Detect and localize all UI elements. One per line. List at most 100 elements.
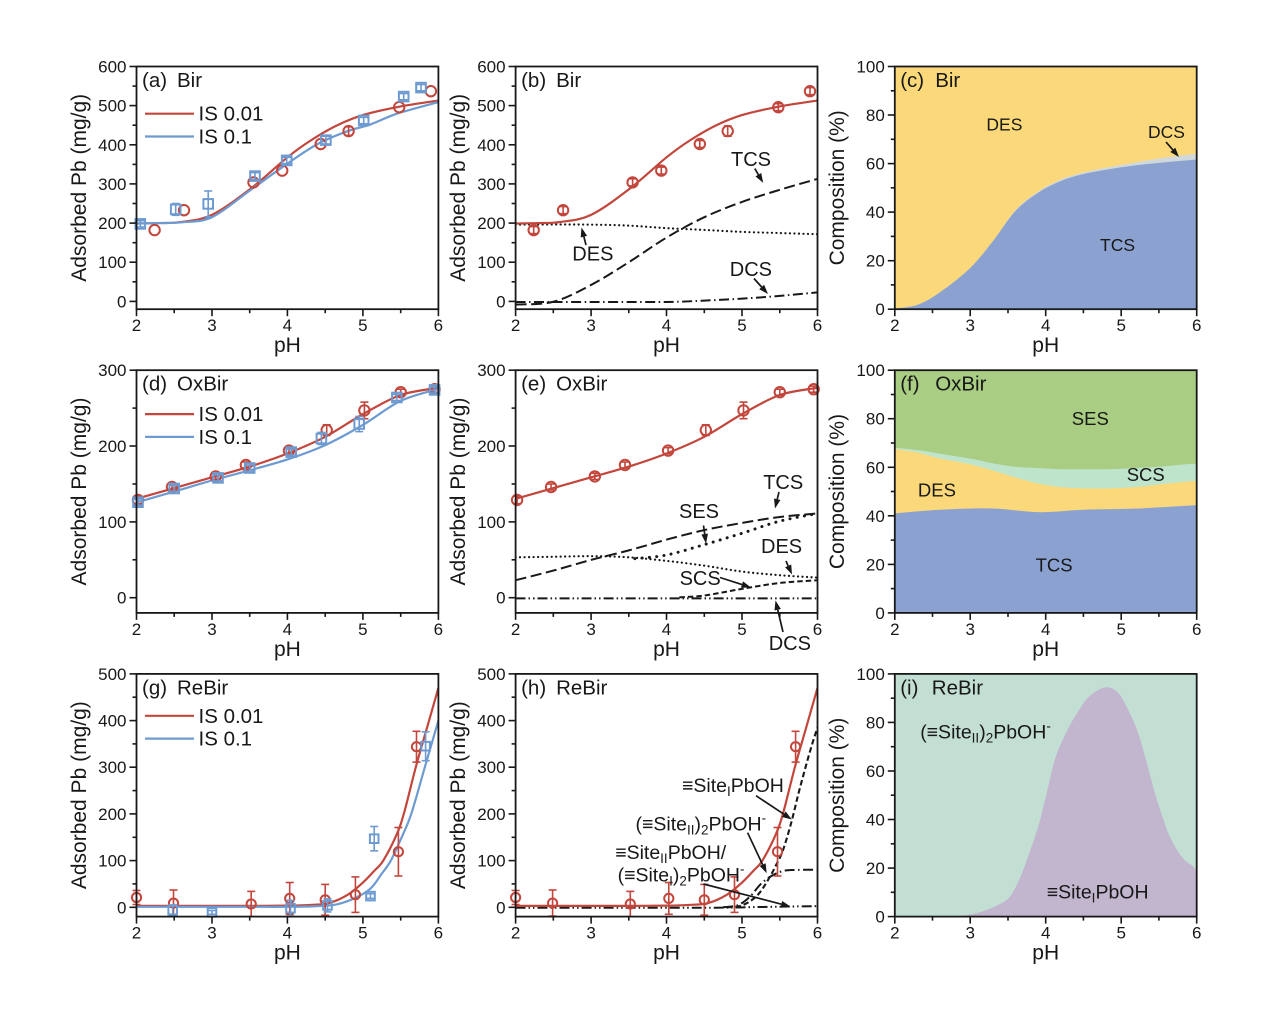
svg-text:100: 100 [856, 665, 884, 684]
svg-text:300: 300 [98, 175, 126, 194]
svg-text:pH: pH [274, 334, 301, 357]
svg-text:Bir: Bir [935, 69, 960, 92]
svg-text:60: 60 [866, 762, 885, 781]
svg-text:3: 3 [207, 316, 216, 335]
svg-text:SES: SES [1072, 408, 1109, 429]
svg-text:ReBir: ReBir [177, 676, 228, 699]
svg-text:3: 3 [586, 924, 595, 943]
svg-text:5: 5 [358, 924, 367, 943]
svg-text:2: 2 [511, 924, 520, 943]
svg-text:200: 200 [477, 805, 505, 824]
svg-text:2: 2 [890, 924, 899, 943]
svg-text:200: 200 [477, 214, 505, 233]
svg-text:6: 6 [1192, 620, 1201, 639]
svg-text:(a): (a) [142, 69, 167, 92]
svg-text:0: 0 [117, 589, 126, 608]
svg-text:6: 6 [813, 620, 822, 639]
svg-text:6: 6 [434, 620, 443, 639]
svg-text:(b): (b) [521, 69, 546, 92]
svg-text:Adsorbed Pb (mg/g): Adsorbed Pb (mg/g) [68, 701, 91, 889]
svg-text:6: 6 [434, 316, 443, 335]
svg-text:pH: pH [1032, 334, 1059, 357]
svg-text:pH: pH [653, 334, 680, 357]
svg-text:0: 0 [496, 292, 505, 311]
svg-text:SES: SES [679, 501, 719, 523]
svg-text:0: 0 [875, 604, 884, 623]
svg-text:IS 0.01: IS 0.01 [199, 705, 264, 728]
svg-text:20: 20 [866, 252, 885, 271]
svg-text:80: 80 [866, 106, 885, 125]
svg-text:60: 60 [866, 458, 885, 477]
svg-text:OxBir: OxBir [556, 373, 607, 396]
svg-text:5: 5 [737, 316, 746, 335]
svg-text:400: 400 [477, 712, 505, 731]
svg-text:20: 20 [866, 555, 885, 574]
svg-text:3: 3 [207, 620, 216, 639]
svg-text:600: 600 [477, 58, 505, 77]
svg-text:6: 6 [813, 316, 822, 335]
svg-text:2: 2 [511, 620, 520, 639]
svg-text:Composition (%): Composition (%) [826, 110, 849, 265]
svg-text:(e): (e) [521, 373, 546, 396]
svg-text:DCS: DCS [769, 633, 811, 655]
svg-text:40: 40 [866, 811, 885, 830]
svg-text:3: 3 [965, 316, 974, 335]
svg-text:ReBir: ReBir [556, 676, 607, 699]
svg-text:≡SiteI​PbOH: ≡SiteI​PbOH [682, 775, 784, 799]
svg-text:500: 500 [477, 665, 505, 684]
svg-text:IS 0.1: IS 0.1 [199, 426, 253, 449]
svg-text:100: 100 [477, 852, 505, 871]
svg-text:0: 0 [117, 292, 126, 311]
svg-text:pH: pH [653, 638, 680, 661]
svg-text:TCS: TCS [731, 149, 771, 171]
svg-text:500: 500 [477, 97, 505, 116]
svg-text:200: 200 [98, 805, 126, 824]
svg-text:(i): (i) [900, 676, 918, 699]
svg-text:IS 0.01: IS 0.01 [199, 103, 264, 126]
svg-text:2: 2 [132, 316, 141, 335]
svg-text:4: 4 [662, 316, 671, 335]
svg-text:5: 5 [1116, 316, 1125, 335]
svg-text:0: 0 [117, 898, 126, 917]
svg-text:600: 600 [98, 58, 126, 77]
svg-text:TCS: TCS [1036, 555, 1073, 576]
svg-text:40: 40 [866, 507, 885, 526]
svg-text:4: 4 [283, 924, 292, 943]
svg-text:2: 2 [132, 620, 141, 639]
svg-text:DES: DES [986, 114, 1022, 134]
svg-text:6: 6 [813, 924, 822, 943]
svg-text:pH: pH [1032, 638, 1059, 661]
svg-text:200: 200 [477, 437, 505, 456]
svg-text:80: 80 [866, 410, 885, 429]
svg-text:300: 300 [477, 758, 505, 777]
svg-text:5: 5 [737, 620, 746, 639]
svg-text:4: 4 [662, 620, 671, 639]
svg-text:SCS: SCS [680, 568, 721, 590]
svg-text:100: 100 [477, 253, 505, 272]
svg-text:80: 80 [866, 713, 885, 732]
svg-text:pH: pH [274, 638, 301, 661]
svg-text:(h): (h) [521, 676, 546, 699]
svg-text:2: 2 [132, 924, 141, 943]
svg-text:100: 100 [856, 361, 884, 380]
svg-text:OxBir: OxBir [177, 373, 228, 396]
svg-text:300: 300 [98, 758, 126, 777]
svg-text:100: 100 [98, 513, 126, 532]
svg-text:0: 0 [875, 908, 884, 927]
svg-text:20: 20 [866, 859, 885, 878]
svg-text:DCS: DCS [1148, 122, 1185, 142]
svg-text:100: 100 [98, 253, 126, 272]
svg-text:TCS: TCS [763, 472, 803, 494]
svg-text:4: 4 [1041, 316, 1050, 335]
svg-text:6: 6 [1192, 316, 1201, 335]
svg-text:3: 3 [586, 316, 595, 335]
svg-text:100: 100 [477, 513, 505, 532]
svg-text:0: 0 [496, 898, 505, 917]
svg-text:5: 5 [358, 316, 367, 335]
svg-text:DES: DES [572, 244, 613, 266]
svg-text:Adsorbed Pb (mg/g): Adsorbed Pb (mg/g) [447, 398, 470, 586]
svg-text:5: 5 [737, 924, 746, 943]
svg-text:100: 100 [98, 852, 126, 871]
svg-text:Bir: Bir [556, 69, 581, 92]
svg-text:2: 2 [890, 620, 899, 639]
